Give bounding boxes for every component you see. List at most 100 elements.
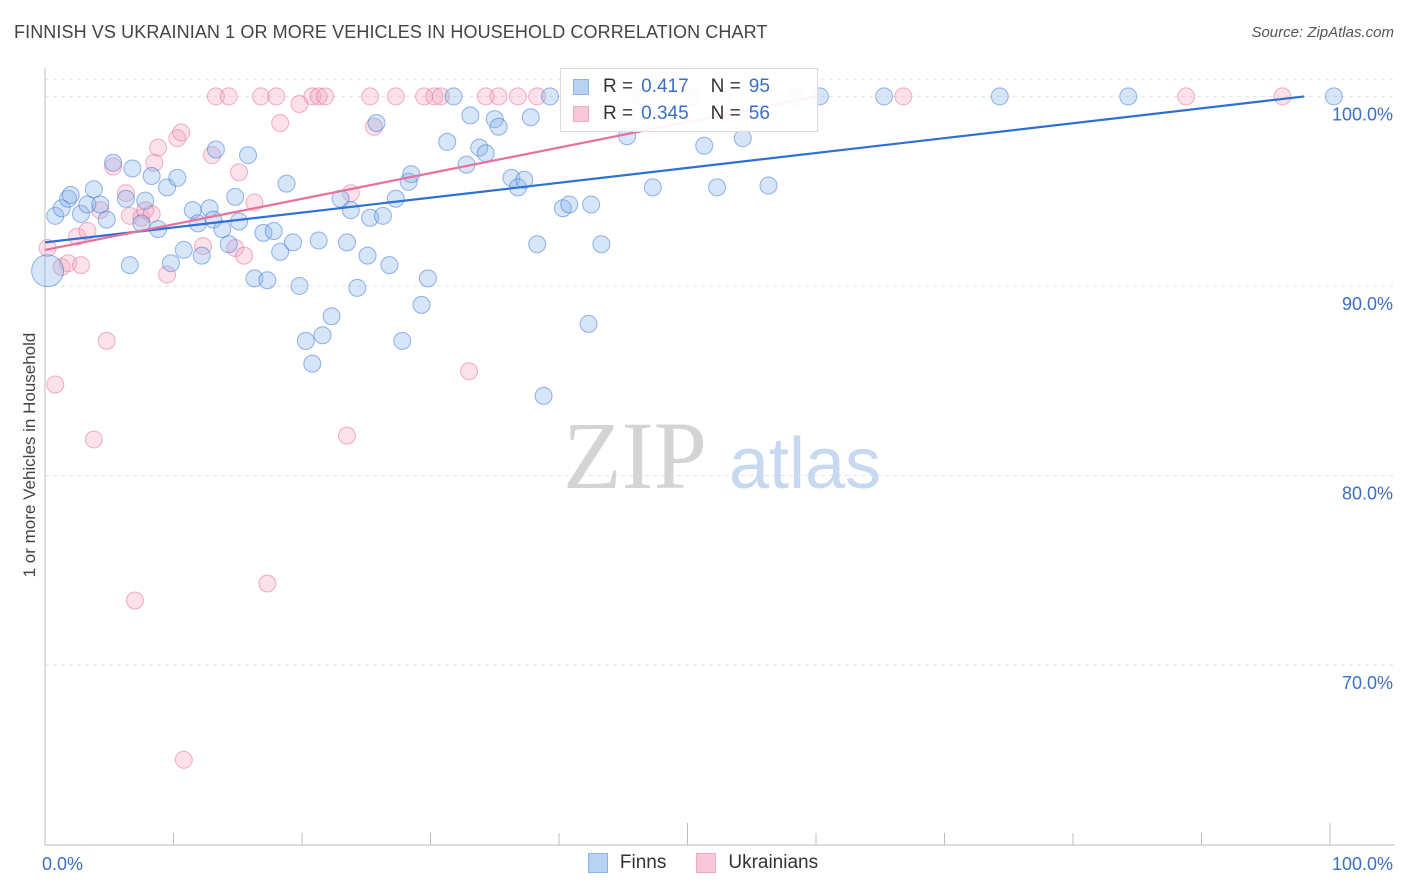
ukrainians-n-label: N =	[710, 103, 741, 124]
ukrainians-point	[894, 87, 913, 106]
ukrainians-point	[71, 256, 90, 275]
finns-point	[239, 146, 258, 165]
legend-item-ukrainians[interactable]: Ukrainians	[696, 852, 818, 874]
finns-point	[337, 233, 356, 252]
ukrainians-point	[489, 87, 508, 106]
finns-point	[271, 242, 290, 261]
finns-point	[1119, 87, 1138, 106]
legend-label-finns: Finns	[619, 852, 667, 873]
finns-point	[309, 231, 328, 250]
finns-point	[61, 185, 80, 204]
finns-point	[168, 168, 187, 187]
finns-point	[142, 167, 161, 186]
y-tick-label: 80.0%	[1342, 483, 1393, 503]
ukrainians-point	[116, 184, 135, 203]
ukrainians-r-value: 0.345	[641, 103, 689, 124]
legend-swatch-ukrainians	[696, 853, 717, 873]
finns-n-value: 95	[748, 76, 770, 97]
finns-point	[258, 271, 277, 290]
ukrainians-point	[508, 87, 527, 106]
finns-point	[52, 199, 71, 218]
ukrainians-point	[267, 87, 286, 106]
finns-point	[116, 189, 135, 208]
ukrainians-point	[206, 87, 225, 106]
finns-point	[990, 87, 1009, 106]
finns-point	[708, 178, 727, 197]
finns-point	[582, 195, 601, 214]
finns-point	[1324, 87, 1343, 106]
finns-point	[534, 386, 553, 405]
stats-legend: R = 0.417 N = 95 R = 0.345 N = 56	[560, 68, 818, 132]
finns-point	[643, 178, 662, 197]
finns-point	[192, 246, 211, 265]
finns-r-label: R =	[603, 76, 634, 97]
ukrainians-point	[309, 87, 328, 106]
ukrainians-point	[46, 375, 65, 394]
finns-point	[71, 204, 90, 223]
chart-title: FINNISH VS UKRAINIAN 1 OR MORE VEHICLES …	[14, 22, 768, 42]
ukrainians-point	[145, 153, 164, 172]
finns-point	[515, 170, 534, 189]
finns-point	[348, 278, 367, 297]
finns-swatch	[573, 79, 589, 95]
ukrainians-point	[431, 87, 450, 106]
watermark-atlas: atlas	[729, 424, 881, 504]
legend-item-finns[interactable]: Finns	[587, 852, 667, 874]
ukrainians-point	[271, 113, 290, 132]
ukrainians-point	[142, 204, 161, 223]
ukrainians-point	[528, 87, 547, 106]
finns-point	[161, 254, 180, 273]
finns-point	[277, 174, 296, 193]
finns-point	[489, 117, 508, 136]
finns-point	[97, 210, 116, 229]
finns-point	[120, 256, 139, 275]
finns-point	[733, 129, 752, 148]
ukrainians-point	[194, 237, 213, 256]
ukrainians-point	[84, 430, 103, 449]
series-legend: Finns Ukrainians	[0, 852, 1406, 874]
finns-point	[219, 235, 238, 254]
legend-row-ukrainians: R = 0.345 N = 56	[573, 102, 770, 126]
ukrainians-point	[303, 87, 322, 106]
y-tick-label: 100.0%	[1332, 104, 1393, 124]
y-tick-label: 90.0%	[1342, 294, 1393, 314]
finns-point	[438, 132, 457, 151]
ukrainians-point	[425, 87, 444, 106]
finns-point	[367, 113, 386, 132]
finns-point	[579, 314, 598, 333]
finns-point	[875, 87, 894, 106]
finns-point	[296, 331, 315, 350]
finns-point	[528, 235, 547, 254]
ukrainians-point	[361, 87, 380, 106]
ukrainians-point	[251, 87, 270, 106]
ukrainians-point	[258, 574, 277, 593]
finns-point	[313, 326, 332, 345]
finns-point	[418, 269, 437, 288]
ukrainians-swatch	[573, 106, 589, 122]
legend-swatch-finns	[587, 853, 608, 873]
finns-point	[341, 201, 360, 220]
legend-label-ukrainians: Ukrainians	[728, 852, 819, 873]
ukrainians-point	[78, 221, 97, 240]
ukrainians-point	[219, 87, 238, 106]
finns-point	[560, 195, 579, 214]
finns-point	[759, 176, 778, 195]
watermark: ZIP atlas	[563, 402, 881, 509]
y-tick-label: 70.0%	[1342, 673, 1393, 693]
finns-point	[412, 295, 431, 314]
finns-point	[104, 153, 123, 172]
tick-labels: 100.0% 90.0% 80.0% 70.0% 0.0% 100.0%	[42, 104, 1393, 874]
finns-point	[123, 159, 142, 178]
finns-point	[213, 220, 232, 239]
finns-point	[136, 191, 155, 210]
x-tick-label: 100.0%	[1332, 854, 1393, 874]
finns-point	[541, 87, 560, 106]
ukrainians-point	[158, 265, 177, 284]
finns-r-value: 0.417	[641, 76, 689, 97]
finns-point	[303, 354, 322, 373]
ukrainians-point	[97, 331, 116, 350]
ukrainians-point	[386, 87, 405, 106]
finns-point	[380, 256, 399, 275]
axes	[44, 68, 1395, 846]
ukrainians-n-value: 56	[748, 103, 770, 124]
